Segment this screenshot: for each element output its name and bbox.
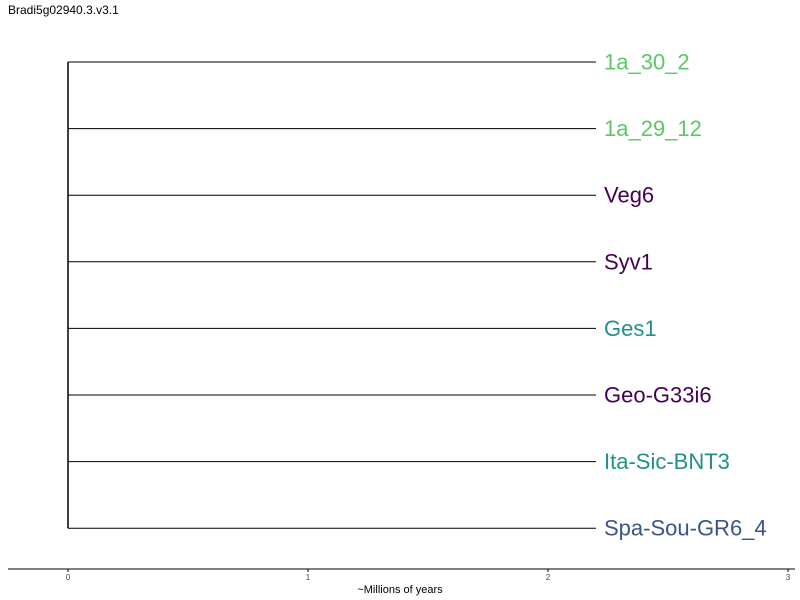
axis-ticks: 0 1 2 3 (66, 569, 791, 582)
axis-tick-label: 2 (546, 573, 551, 582)
axis-tick-label: 3 (786, 573, 791, 582)
tip-label: Ges1 (604, 316, 657, 341)
tip-label: Syv1 (604, 249, 653, 274)
tree-tip-labels: 1a_30_2 1a_29_12 Veg6 Syv1 Ges1 Geo-G33i6 Ita-… (604, 50, 767, 541)
page-title: Bradi5g02940.3.v3.1 (8, 3, 119, 17)
time-axis: 0 1 2 3 ~Millions of years (8, 568, 795, 596)
tree-branches (67, 61, 596, 529)
tip-label: 1a_29_12 (604, 116, 702, 141)
axis-title: ~Millions of years (357, 584, 443, 596)
axis-tick-label: 0 (66, 573, 71, 582)
tip-label: Spa-Sou-GR6_4 (604, 516, 767, 541)
tip-label: Ita-Sic-BNT3 (604, 449, 730, 474)
tip-label: Veg6 (604, 183, 654, 208)
tip-label: Geo-G33i6 (604, 383, 712, 408)
tip-label: 1a_30_2 (604, 50, 690, 75)
axis-tick-label: 1 (306, 573, 311, 582)
